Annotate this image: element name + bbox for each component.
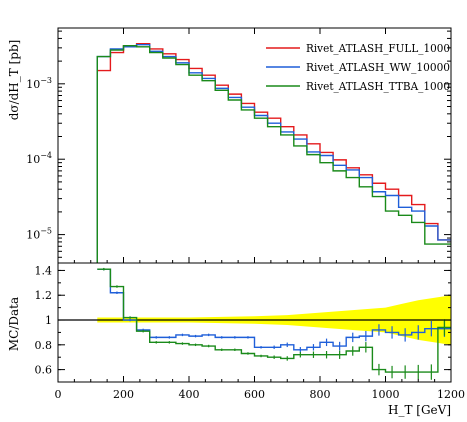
y-tick-label-ratio: 1.2 bbox=[35, 289, 53, 302]
ratio-y-axis-label: MC/Data bbox=[7, 297, 21, 351]
y-tick-label-exponent: −5 bbox=[40, 227, 52, 236]
x-tick-label: 1200 bbox=[437, 388, 465, 401]
y-tick-label-base: 10 bbox=[26, 153, 40, 166]
legend-label-1: Rivet_ATLASH_WW_10000 bbox=[306, 61, 450, 74]
legend: Rivet_ATLASH_FULL_1000 Rivet_ATLASH_WW_10… bbox=[266, 42, 450, 93]
ratio-panel: 0 200 400 600 800 1000 1200 0.6 0.8 1 1.2 1.4 bbox=[35, 262, 465, 401]
y-tick-label-ratio: 1 bbox=[45, 314, 52, 327]
series-line-1 bbox=[96, 44, 451, 263]
y-tick-label-exponent: −4 bbox=[40, 151, 52, 160]
legend-label-0: Rivet_ATLASH_FULL_1000 bbox=[306, 42, 450, 55]
x-tick-label: 200 bbox=[113, 388, 134, 401]
x-tick-label: 400 bbox=[179, 388, 200, 401]
y-tick-label-exponent: −3 bbox=[40, 76, 52, 85]
x-tick-label: 800 bbox=[310, 388, 331, 401]
x-tick-label: 0 bbox=[55, 388, 62, 401]
y-tick-label-ratio: 0.8 bbox=[35, 339, 53, 352]
y-tick-label-main: 10−4 bbox=[26, 151, 52, 166]
y-tick-label-ratio: 1.4 bbox=[35, 264, 53, 277]
ratio-line-2 bbox=[97, 268, 451, 373]
y-tick-label-base: 10 bbox=[26, 78, 40, 91]
x-tick-label: 600 bbox=[244, 388, 265, 401]
y-tick-label-ratio: 0.6 bbox=[35, 364, 53, 377]
x-axis-label: H_T [GeV] bbox=[388, 403, 451, 417]
series-line-0 bbox=[96, 43, 451, 263]
y-tick-label-main: 10−3 bbox=[26, 76, 52, 91]
x-tick-label: 1000 bbox=[372, 388, 400, 401]
main-y-axis-label: dσ/dH_T [pb] bbox=[7, 40, 21, 121]
y-tick-label-base: 10 bbox=[26, 229, 40, 242]
main-panel: 10−310−410−5Rivet_ATLASH_FULL_1000Rivet_… bbox=[26, 27, 452, 264]
y-tick-label-main: 10−5 bbox=[26, 227, 52, 242]
series-line-2 bbox=[96, 45, 451, 263]
legend-label-2: Rivet_ATLASH_TTBA_1000 bbox=[306, 80, 450, 93]
